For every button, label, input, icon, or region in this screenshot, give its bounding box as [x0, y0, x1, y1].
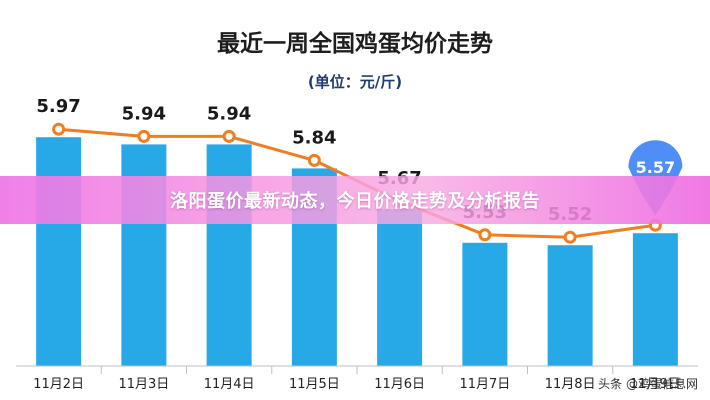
x-tick-label: 11月8日 [545, 377, 596, 392]
x-tick-label: 11月3日 [118, 377, 169, 392]
chart-subtitle: (单位：元/斤) [308, 73, 402, 91]
bar [632, 233, 678, 366]
line-point [137, 129, 151, 143]
line-point [307, 153, 321, 167]
x-tick-label: 11月2日 [33, 377, 84, 392]
data-label: 5.84 [292, 127, 336, 148]
x-axis: 11月2日 11月3日 11月4日 11月5日 11月6日 11月7日 11月8日 11月9日 [16, 365, 698, 392]
x-tick-label: 11月7日 [459, 377, 510, 392]
line-point [52, 122, 66, 136]
x-tick-label: 11月5日 [289, 377, 340, 392]
data-label: 5.94 [207, 103, 251, 124]
line-point [563, 230, 577, 244]
bars [36, 137, 678, 366]
highlight-label: 5.57 [636, 158, 675, 177]
x-tick-label: 11月9日 [630, 377, 681, 392]
bar [462, 242, 508, 366]
overlay-title-banner: 洛阳蛋价最新动态，今日价格走势及分析报告 [0, 176, 710, 224]
data-label: 5.94 [122, 103, 166, 124]
bar [547, 245, 593, 366]
watermark: 头条 @鸡蛋信息网 [598, 376, 698, 391]
line-point [478, 228, 492, 242]
data-label: 5.97 [36, 96, 80, 117]
chart-title: 最近一周全国鸡蛋均价走势 [217, 30, 493, 57]
x-tick-label: 11月6日 [374, 377, 425, 392]
line-point [222, 129, 236, 143]
x-tick-label: 11月4日 [204, 377, 255, 392]
bar [36, 137, 82, 366]
bar [377, 209, 423, 366]
